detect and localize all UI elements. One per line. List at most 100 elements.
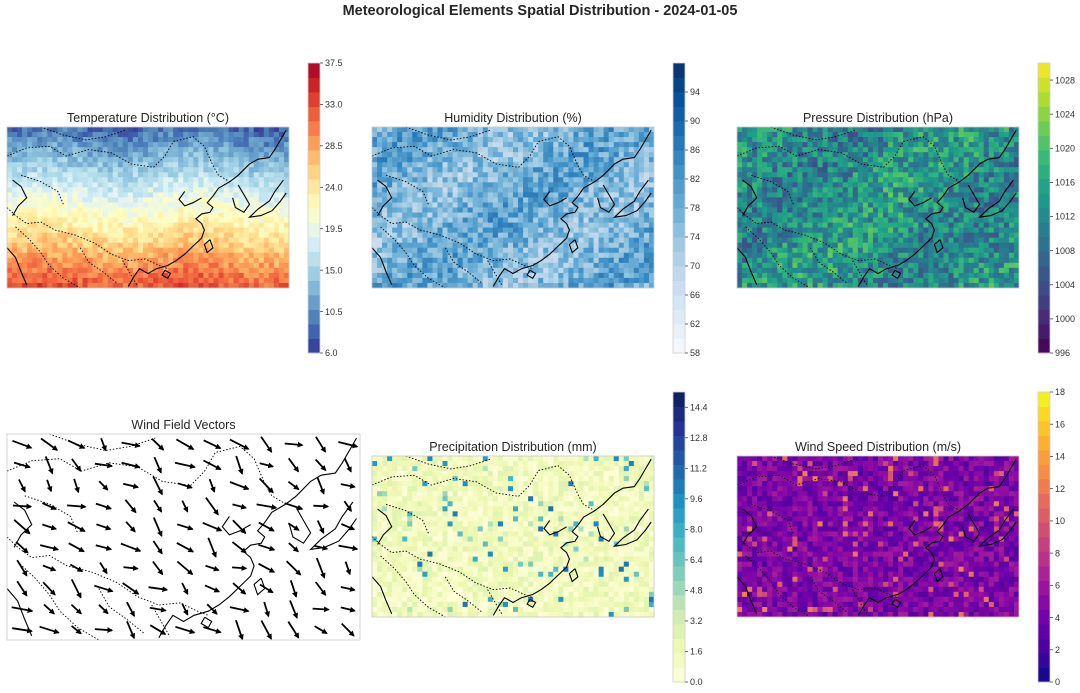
humidity-cell <box>472 257 479 264</box>
humidity-cell <box>553 147 559 153</box>
temperature-cell <box>37 132 43 138</box>
temperature-cell <box>37 227 43 234</box>
humidity-cell <box>638 227 645 234</box>
pressure-cell <box>747 237 753 244</box>
humidity-cell <box>377 232 383 239</box>
humidity-cell <box>553 137 559 143</box>
humidity-cell <box>523 182 529 188</box>
humidity-cell <box>628 197 635 204</box>
humidity-cell <box>533 227 539 234</box>
humidity-cell <box>533 157 539 163</box>
pressure-cell <box>842 237 849 244</box>
humidity-cell <box>538 282 544 288</box>
humidity-cell <box>397 197 403 204</box>
humidity-cell <box>372 172 378 178</box>
temperature-cell <box>268 262 275 269</box>
pressure-cell <box>812 142 819 148</box>
temperature-cell <box>203 167 210 173</box>
pressure-cell <box>923 132 929 138</box>
pressure-cell <box>782 127 788 133</box>
humidity-cell <box>623 197 630 204</box>
temperature-cell <box>142 277 149 284</box>
humidity-cell <box>583 217 590 224</box>
pressure-cell <box>928 207 934 214</box>
pressure-cell <box>792 232 799 239</box>
temperature-cell <box>42 212 48 219</box>
pressure-cell <box>872 152 879 158</box>
temperature-cell <box>77 257 84 264</box>
humidity-cell <box>533 257 539 264</box>
temperature-cell <box>193 202 199 209</box>
temperature-cell <box>193 182 199 188</box>
humidity-cell <box>523 257 529 264</box>
pressure-cell <box>787 197 793 204</box>
pressure-cell <box>918 232 924 239</box>
temperature-cell <box>218 217 225 224</box>
humidity-cell <box>407 207 413 214</box>
pressure-cell <box>772 182 778 188</box>
pressure-cell <box>807 187 814 194</box>
temperature-cell <box>67 127 74 133</box>
temperature-cell <box>223 162 230 168</box>
pressure-cell <box>898 232 904 239</box>
humidity-cell <box>407 272 413 279</box>
pressure-cell <box>993 127 1000 133</box>
humidity-cell <box>568 242 575 249</box>
humidity-cell <box>467 247 474 254</box>
humidity-cell <box>518 267 524 274</box>
pressure-cell <box>913 192 919 199</box>
pressure-cell <box>762 127 768 133</box>
humidity-cell <box>638 222 645 229</box>
humidity-cell <box>578 257 585 264</box>
temperature-colorbar-segment <box>308 266 320 281</box>
temperature-cell <box>203 252 210 259</box>
pressure-cell <box>742 207 748 214</box>
humidity-cell <box>382 132 388 138</box>
temperature-cell <box>117 187 124 194</box>
humidity-cell <box>377 262 383 269</box>
humidity-cell <box>482 152 489 158</box>
pressure-cell <box>988 197 995 204</box>
humidity-cell <box>558 152 564 158</box>
temperature-cell <box>12 237 18 244</box>
humidity-cell <box>432 232 439 239</box>
temperature-cell <box>17 242 23 249</box>
pressure-cell <box>903 177 909 183</box>
pressure-cell <box>908 212 914 219</box>
humidity-cell <box>497 247 504 254</box>
temperature-cell <box>243 207 250 214</box>
temperature-cell <box>52 252 58 259</box>
humidity-cell <box>492 182 499 188</box>
pressure-cell <box>1013 172 1019 178</box>
humidity-cell <box>563 172 569 178</box>
temperature-cell <box>283 262 289 269</box>
humidity-cell <box>462 152 469 158</box>
temperature-cell <box>102 252 109 259</box>
humidity-cell <box>372 182 378 188</box>
humidity-cell <box>422 167 428 173</box>
humidity-cell <box>377 172 383 178</box>
temperature-cell <box>107 157 114 163</box>
humidity-cell <box>417 247 423 254</box>
pressure-cell <box>772 207 778 214</box>
temperature-cell <box>163 197 169 204</box>
temperature-frame <box>6 126 290 289</box>
temperature-cell <box>203 177 210 183</box>
temperature-cell <box>193 222 199 229</box>
temperature-cell <box>258 282 265 288</box>
temperature-coastline-7 <box>161 269 172 280</box>
temperature-cell <box>213 267 220 274</box>
temperature-cell <box>243 242 250 249</box>
temperature-cell <box>223 132 230 138</box>
temperature-cell <box>42 132 48 138</box>
humidity-cell <box>507 172 514 178</box>
temperature-cell <box>238 142 245 148</box>
temperature-cell <box>47 197 53 204</box>
temperature-cell <box>92 212 99 219</box>
temperature-cell <box>163 172 169 178</box>
temperature-cell <box>122 202 129 209</box>
humidity-cell <box>558 182 564 188</box>
temperature-cell <box>27 227 33 234</box>
humidity-cell <box>417 252 423 259</box>
temperature-cell <box>52 282 58 288</box>
